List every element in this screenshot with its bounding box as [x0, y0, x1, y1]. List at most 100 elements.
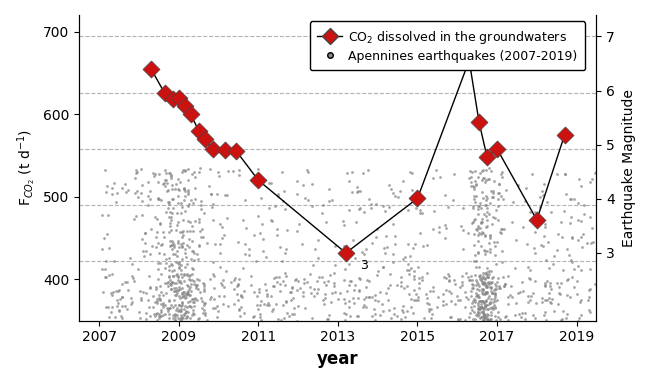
- Point: [258, 301, 269, 307]
- Point: [318, 201, 329, 208]
- Point: [515, 288, 525, 295]
- Point: [165, 242, 175, 249]
- Point: [206, 204, 217, 210]
- Point: [152, 317, 162, 323]
- Point: [281, 299, 291, 305]
- Point: [179, 186, 189, 192]
- Point: [482, 314, 492, 321]
- Point: [554, 283, 564, 290]
- Point: [585, 307, 595, 313]
- Point: [173, 260, 183, 266]
- Point: [493, 181, 504, 187]
- Point: [172, 290, 182, 296]
- Point: [174, 286, 185, 292]
- Point: [473, 287, 484, 293]
- Point: [540, 280, 550, 286]
- Point: [184, 272, 195, 278]
- Point: [434, 229, 444, 235]
- Point: [156, 313, 166, 319]
- Point: [337, 218, 348, 224]
- Point: [350, 255, 360, 261]
- Point: [161, 255, 171, 262]
- Point: [286, 288, 296, 295]
- Point: [340, 250, 351, 256]
- Point: [100, 266, 111, 272]
- Point: [477, 288, 487, 294]
- Point: [182, 189, 193, 195]
- Point: [133, 265, 143, 272]
- Point: [286, 297, 296, 303]
- Point: [149, 298, 159, 304]
- Point: [453, 316, 464, 322]
- Point: [307, 315, 317, 321]
- Point: [160, 302, 171, 308]
- Point: [520, 198, 531, 204]
- Point: [329, 289, 340, 295]
- X-axis label: year: year: [317, 350, 359, 368]
- Point: [117, 315, 127, 321]
- Point: [408, 245, 419, 251]
- Point: [193, 277, 204, 283]
- Point: [186, 256, 197, 262]
- Point: [266, 308, 277, 314]
- Point: [197, 226, 207, 232]
- Point: [481, 177, 492, 183]
- Point: [490, 305, 500, 311]
- Point: [174, 302, 184, 308]
- Point: [166, 285, 176, 291]
- Point: [489, 286, 499, 293]
- Point: [482, 311, 492, 318]
- Point: [162, 205, 173, 211]
- Point: [262, 291, 273, 297]
- Point: [175, 303, 186, 309]
- Point: [477, 309, 488, 315]
- Point: [498, 196, 508, 202]
- Point: [481, 213, 492, 219]
- Point: [465, 183, 476, 189]
- Point: [233, 297, 243, 303]
- Point: [414, 285, 424, 291]
- Point: [481, 282, 492, 288]
- Point: [152, 260, 163, 266]
- Point: [367, 313, 378, 319]
- Point: [381, 290, 391, 296]
- Point: [371, 234, 381, 240]
- Point: [287, 284, 298, 290]
- Point: [591, 169, 602, 175]
- Point: [540, 317, 551, 323]
- Point: [163, 187, 173, 193]
- Point: [184, 303, 195, 309]
- Point: [298, 293, 309, 299]
- Point: [232, 282, 242, 288]
- Point: [158, 304, 168, 310]
- Point: [493, 203, 503, 209]
- Point: [540, 282, 550, 288]
- Point: [251, 257, 261, 264]
- Point: [590, 170, 600, 176]
- Point: [117, 294, 128, 300]
- Point: [362, 277, 372, 283]
- Point: [480, 290, 491, 296]
- Point: [477, 277, 487, 283]
- Point: [219, 284, 229, 290]
- Point: [257, 221, 268, 228]
- Point: [474, 306, 484, 312]
- Point: [490, 298, 501, 304]
- Point: [186, 312, 197, 318]
- Point: [196, 202, 206, 208]
- Point: [282, 310, 292, 316]
- Point: [179, 311, 189, 318]
- Point: [264, 180, 274, 187]
- Point: [479, 233, 490, 239]
- Point: [542, 278, 553, 284]
- Point: [280, 205, 290, 211]
- Point: [188, 307, 199, 313]
- Point: [218, 277, 229, 283]
- Point: [136, 190, 146, 196]
- Point: [473, 309, 484, 315]
- Point: [189, 303, 199, 309]
- Point: [152, 240, 163, 246]
- Point: [468, 205, 478, 211]
- Point: [152, 310, 163, 316]
- Point: [301, 167, 312, 173]
